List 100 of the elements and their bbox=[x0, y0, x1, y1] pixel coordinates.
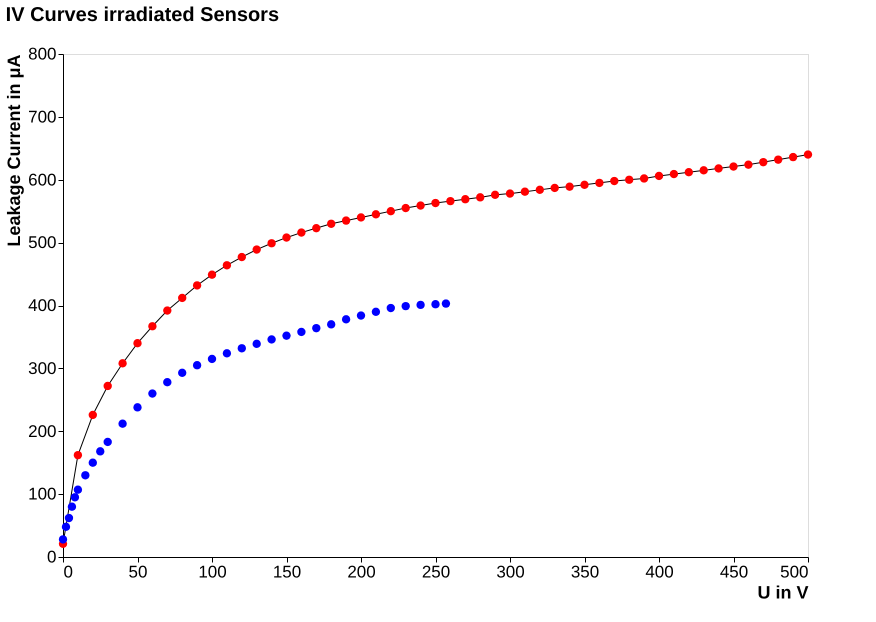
point bbox=[88, 458, 97, 467]
point bbox=[62, 522, 70, 531]
chart-title: IV Curves irradiated Sensors bbox=[6, 4, 280, 26]
y-tick-label: 800 bbox=[28, 44, 56, 64]
point bbox=[222, 261, 232, 270]
point bbox=[654, 172, 664, 180]
point bbox=[64, 514, 74, 522]
point bbox=[550, 184, 559, 192]
x-tick-label: 250 bbox=[422, 562, 450, 582]
point bbox=[96, 447, 104, 456]
point bbox=[610, 176, 618, 186]
point bbox=[178, 368, 186, 377]
y-tick-label: 400 bbox=[28, 296, 56, 315]
point bbox=[461, 195, 470, 204]
point bbox=[342, 315, 350, 324]
point bbox=[118, 420, 127, 428]
point bbox=[163, 378, 172, 386]
point bbox=[222, 349, 232, 358]
y-tick-label: 100 bbox=[28, 484, 56, 504]
point bbox=[402, 302, 410, 310]
point bbox=[580, 180, 589, 189]
x-axis-title: U in V bbox=[757, 582, 808, 602]
x-tick-label: 0 bbox=[64, 562, 73, 582]
point bbox=[192, 281, 202, 290]
point bbox=[788, 152, 798, 162]
point bbox=[327, 220, 336, 228]
point bbox=[70, 493, 80, 502]
point bbox=[297, 228, 306, 237]
point bbox=[446, 196, 455, 206]
y-tick-label: 0 bbox=[47, 548, 56, 566]
point bbox=[356, 213, 366, 222]
point bbox=[490, 190, 500, 200]
point bbox=[104, 382, 112, 390]
point bbox=[402, 204, 410, 212]
point bbox=[208, 354, 216, 364]
point bbox=[252, 245, 261, 254]
point bbox=[416, 300, 425, 310]
x-tick-label: 500 bbox=[780, 562, 808, 582]
point bbox=[476, 193, 484, 202]
point bbox=[416, 201, 425, 210]
point bbox=[774, 155, 782, 164]
point bbox=[238, 252, 246, 262]
point bbox=[133, 339, 142, 348]
point bbox=[282, 233, 291, 242]
x-tick-label: 50 bbox=[128, 562, 148, 582]
point bbox=[684, 168, 693, 176]
point bbox=[372, 308, 380, 316]
point bbox=[386, 207, 395, 216]
x-tick-label: 150 bbox=[272, 562, 302, 582]
point bbox=[744, 160, 753, 169]
point bbox=[148, 322, 157, 330]
x-tick-label: 450 bbox=[720, 562, 748, 582]
x-tick-label: 200 bbox=[347, 562, 376, 582]
point bbox=[88, 410, 97, 420]
point bbox=[74, 450, 82, 460]
y-tick-label: 700 bbox=[28, 107, 56, 126]
point bbox=[536, 186, 544, 194]
point bbox=[640, 174, 648, 183]
point bbox=[506, 189, 514, 198]
point bbox=[342, 216, 350, 225]
point bbox=[238, 344, 246, 352]
point bbox=[118, 359, 127, 368]
point bbox=[297, 328, 306, 336]
point bbox=[148, 389, 157, 398]
point bbox=[81, 471, 90, 480]
point bbox=[670, 170, 678, 178]
x-tick-label: 400 bbox=[645, 562, 674, 582]
point bbox=[729, 162, 738, 171]
point bbox=[327, 320, 336, 329]
point bbox=[759, 158, 768, 166]
point bbox=[178, 294, 186, 302]
point bbox=[520, 188, 530, 196]
point bbox=[282, 332, 291, 340]
point bbox=[714, 164, 723, 173]
point bbox=[133, 403, 142, 412]
y-tick-label: 200 bbox=[28, 422, 56, 441]
point bbox=[312, 224, 320, 232]
point bbox=[312, 324, 320, 332]
x-tick-label: 350 bbox=[570, 562, 600, 582]
x-tick-label: 300 bbox=[496, 562, 525, 582]
point bbox=[565, 182, 574, 191]
point bbox=[252, 340, 261, 348]
point bbox=[267, 335, 276, 344]
point bbox=[163, 306, 172, 315]
y-tick-label: 500 bbox=[28, 233, 56, 252]
point bbox=[267, 239, 276, 248]
point bbox=[192, 361, 202, 370]
y-tick-label: 300 bbox=[28, 358, 56, 378]
y-tick-label: 600 bbox=[28, 170, 56, 190]
point bbox=[700, 166, 708, 174]
point bbox=[104, 438, 112, 446]
point bbox=[356, 311, 366, 320]
point bbox=[431, 198, 440, 208]
x-tick-label: 100 bbox=[198, 562, 227, 582]
point bbox=[595, 178, 604, 188]
point bbox=[442, 299, 450, 308]
point bbox=[208, 270, 216, 279]
point bbox=[74, 486, 82, 494]
y-axis-title: Leakage Current in μA bbox=[4, 54, 24, 247]
point bbox=[68, 502, 76, 511]
